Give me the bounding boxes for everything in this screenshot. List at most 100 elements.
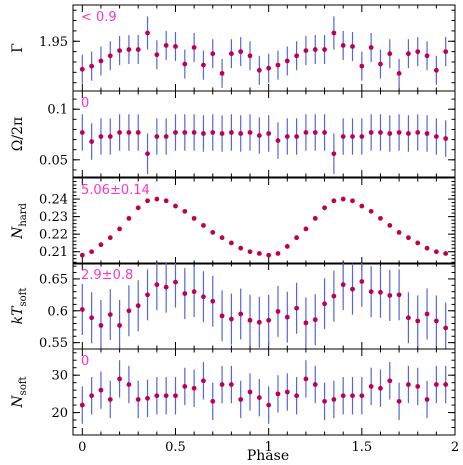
data-point: [256, 67, 262, 73]
panel-annotation: 0: [81, 354, 89, 369]
data-point: [424, 245, 430, 251]
data-point: [331, 198, 337, 204]
data-point: [145, 198, 150, 204]
panel-frame: [72, 177, 456, 265]
data-point: [396, 230, 402, 235]
data-point: [387, 131, 393, 136]
data-point: [433, 382, 439, 387]
data-point: [368, 208, 374, 214]
data-point: [135, 130, 141, 135]
data-point: [312, 130, 318, 135]
y-axis-label: kTsoft: [10, 288, 29, 325]
data-point: [182, 291, 188, 296]
y-tick-label: 0.05: [39, 153, 68, 168]
data-point: [126, 308, 132, 314]
data-point: [163, 43, 169, 48]
data-point: [135, 397, 141, 402]
data-point: [163, 284, 169, 290]
data-point: [117, 130, 122, 135]
data-point: [396, 70, 402, 76]
data-point: [350, 393, 355, 399]
data-point: [433, 134, 439, 139]
data-point: [126, 382, 132, 387]
data-point: [238, 397, 244, 402]
data-point: [378, 215, 383, 221]
data-point: [443, 251, 449, 256]
data-point: [173, 130, 178, 135]
data-point: [312, 215, 318, 221]
y-axis-label: Nhard: [10, 202, 29, 239]
data-point: [201, 294, 206, 300]
data-point: [247, 53, 253, 59]
data-point: [163, 393, 169, 399]
data-point: [266, 402, 272, 408]
data-point: [173, 279, 178, 285]
data-point: [294, 134, 300, 139]
data-point: [284, 389, 290, 395]
data-point: [387, 222, 393, 228]
data-point: [191, 289, 197, 295]
data-point: [415, 318, 421, 324]
data-point: [378, 61, 383, 67]
data-point: [433, 249, 439, 255]
data-point: [201, 131, 206, 136]
data-point: [219, 131, 225, 136]
x-tick-label: 0.5: [165, 440, 186, 455]
data-point: [247, 389, 253, 395]
y-axis-label-main: N: [10, 395, 26, 409]
panel-annotation: < 0.9: [81, 10, 117, 25]
data-point: [303, 376, 309, 382]
data-point: [154, 52, 160, 58]
data-point: [415, 49, 421, 55]
y-axis-label: Ω/2π: [10, 117, 26, 151]
data-point: [228, 316, 234, 322]
data-point: [154, 393, 160, 399]
data-point: [331, 293, 337, 299]
data-point: [312, 47, 318, 52]
data-point: [173, 203, 178, 209]
data-point: [238, 131, 244, 136]
data-point: [406, 315, 411, 321]
y-tick-label: 0.23: [39, 210, 68, 225]
x-tick-label: 2: [451, 440, 459, 455]
data-point: [284, 134, 290, 139]
data-point: [135, 47, 141, 52]
data-point: [191, 130, 197, 135]
panel-annotation: 5.06±0.14: [81, 183, 150, 198]
data-point: [210, 298, 216, 304]
data-point: [331, 30, 337, 36]
data-point: [163, 134, 169, 139]
data-point: [294, 235, 300, 241]
data-point: [145, 292, 150, 298]
y-axis-label-sub: soft: [18, 376, 29, 395]
y-tick-label: 0.1: [47, 103, 68, 118]
data-point: [350, 198, 355, 204]
data-point: [238, 311, 244, 317]
data-point: [126, 215, 132, 221]
data-point: [228, 51, 234, 57]
data-point: [322, 301, 327, 307]
panel-frame: [72, 90, 456, 178]
data-point: [219, 382, 225, 387]
data-point: [98, 58, 104, 64]
data-point: [340, 43, 346, 48]
data-point: [378, 385, 383, 391]
data-point: [107, 235, 113, 241]
data-point: [210, 130, 216, 135]
data-point: [247, 249, 253, 255]
data-point: [424, 397, 430, 402]
data-point: [433, 318, 439, 324]
data-point: [322, 47, 327, 52]
panel-nhard: 0.21 0.22 0.23 0.24 Nhard 5.06±0.14: [10, 177, 456, 265]
y-tick-label: 1.95: [39, 35, 68, 50]
data-point: [135, 303, 141, 309]
data-point: [284, 58, 290, 64]
data-point: [182, 383, 188, 389]
data-point: [368, 289, 374, 295]
data-point: [359, 134, 365, 139]
data-point: [406, 382, 411, 387]
data-point: [275, 62, 281, 68]
data-point: [387, 51, 393, 57]
data-point: [154, 282, 160, 288]
data-point: [126, 47, 132, 52]
